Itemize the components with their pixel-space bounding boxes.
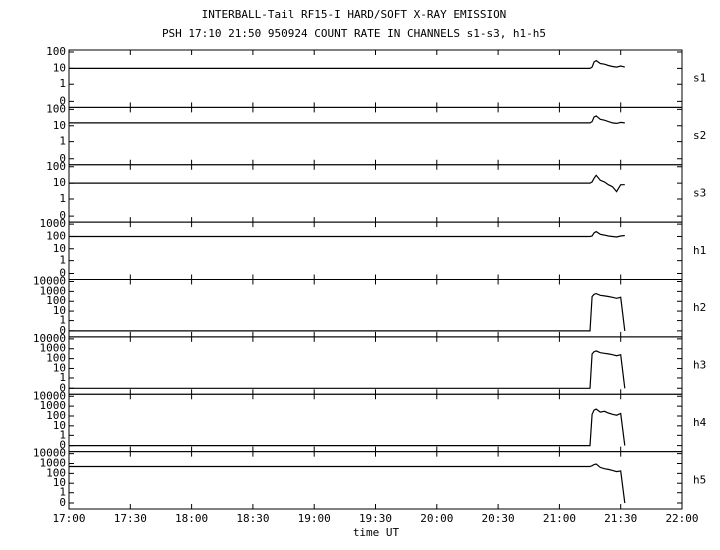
y-tick-label: 0 <box>59 267 66 280</box>
data-line <box>69 115 625 125</box>
data-line <box>69 59 625 69</box>
chart-subtitle: PSH 17:10 21:50 950924 COUNT RATE IN CHA… <box>162 27 546 40</box>
y-tick-label: 10 <box>53 304 66 317</box>
y-tick-label: 1000 <box>40 342 67 355</box>
x-tick-label: 20:30 <box>482 512 515 525</box>
panel-label: s1 <box>693 72 706 85</box>
y-tick-label: 10000 <box>33 447 66 460</box>
data-line <box>69 174 625 193</box>
y-tick-label: 1000 <box>40 456 67 469</box>
y-tick-label: 10 <box>53 419 66 432</box>
y-tick-label: 10 <box>53 119 66 132</box>
y-tick-label: 10000 <box>33 275 66 288</box>
data-line <box>69 292 626 332</box>
x-tick-label: 21:00 <box>543 512 576 525</box>
y-tick-label: 0 <box>59 324 66 337</box>
x-tick-label: 19:00 <box>298 512 331 525</box>
y-tick-label: 1 <box>59 428 66 441</box>
y-tick-label: 10 <box>53 361 66 374</box>
y-tick-label: 10 <box>53 176 66 189</box>
y-tick-label: 100 <box>46 352 66 365</box>
x-tick-label: 22:00 <box>665 512 698 525</box>
panel-label: h5 <box>693 473 706 486</box>
y-tick-label: 100 <box>46 45 66 58</box>
x-tick-label: 17:00 <box>52 512 85 525</box>
panel-label: h4 <box>693 416 707 429</box>
y-tick-label: 100 <box>46 102 66 115</box>
y-tick-label: 0 <box>59 439 66 452</box>
panel-label: s3 <box>693 186 706 199</box>
y-tick-label: 1000 <box>40 399 67 412</box>
x-tick-label: 17:30 <box>114 512 147 525</box>
y-tick-label: 0 <box>59 496 66 509</box>
x-tick-label: 18:00 <box>175 512 208 525</box>
panel-label: h3 <box>693 359 706 372</box>
y-tick-label: 100 <box>46 229 66 242</box>
y-tick-label: 10000 <box>33 389 66 402</box>
y-tick-label: 1000 <box>40 284 67 297</box>
panel-label: h1 <box>693 244 706 257</box>
y-tick-label: 1 <box>59 135 66 148</box>
y-tick-label: 0 <box>59 94 66 107</box>
y-tick-label: 100 <box>46 409 66 422</box>
y-tick-label: 10000 <box>33 332 66 345</box>
y-tick-label: 0 <box>59 152 66 165</box>
data-line <box>69 408 626 447</box>
y-tick-label: 10 <box>53 476 66 489</box>
chart-title: INTERBALL-Tail RF15-I HARD/SOFT X-RAY EM… <box>202 8 507 21</box>
data-line <box>69 350 626 389</box>
x-tick-label: 19:30 <box>359 512 392 525</box>
panel-frame <box>68 106 683 166</box>
y-tick-label: 0 <box>59 209 66 222</box>
data-line <box>69 230 625 238</box>
panel-frame <box>68 451 683 510</box>
y-tick-label: 0 <box>59 381 66 394</box>
y-tick-label: 100 <box>46 294 66 307</box>
panel-frame <box>68 221 683 280</box>
panel-frame <box>68 164 683 223</box>
y-tick-label: 100 <box>46 160 66 173</box>
y-tick-label: 1 <box>59 371 66 384</box>
y-tick-label: 1 <box>59 192 66 205</box>
x-tick-label: 21:30 <box>604 512 637 525</box>
y-tick-label: 100 <box>46 466 66 479</box>
x-tick-label: 20:00 <box>420 512 453 525</box>
data-line <box>69 463 626 504</box>
y-tick-label: 1000 <box>40 217 67 230</box>
y-tick-label: 1 <box>59 486 66 499</box>
panel-label: s2 <box>693 129 706 142</box>
x-axis-label: time UT <box>353 526 400 539</box>
panel-label: h2 <box>693 301 706 314</box>
panel-frame <box>68 49 683 108</box>
x-tick-label: 18:30 <box>236 512 269 525</box>
y-tick-label: 10 <box>53 242 66 255</box>
y-tick-label: 1 <box>59 254 66 267</box>
y-tick-label: 10 <box>53 61 66 74</box>
y-tick-label: 1 <box>59 314 66 327</box>
y-tick-label: 1 <box>59 77 66 90</box>
